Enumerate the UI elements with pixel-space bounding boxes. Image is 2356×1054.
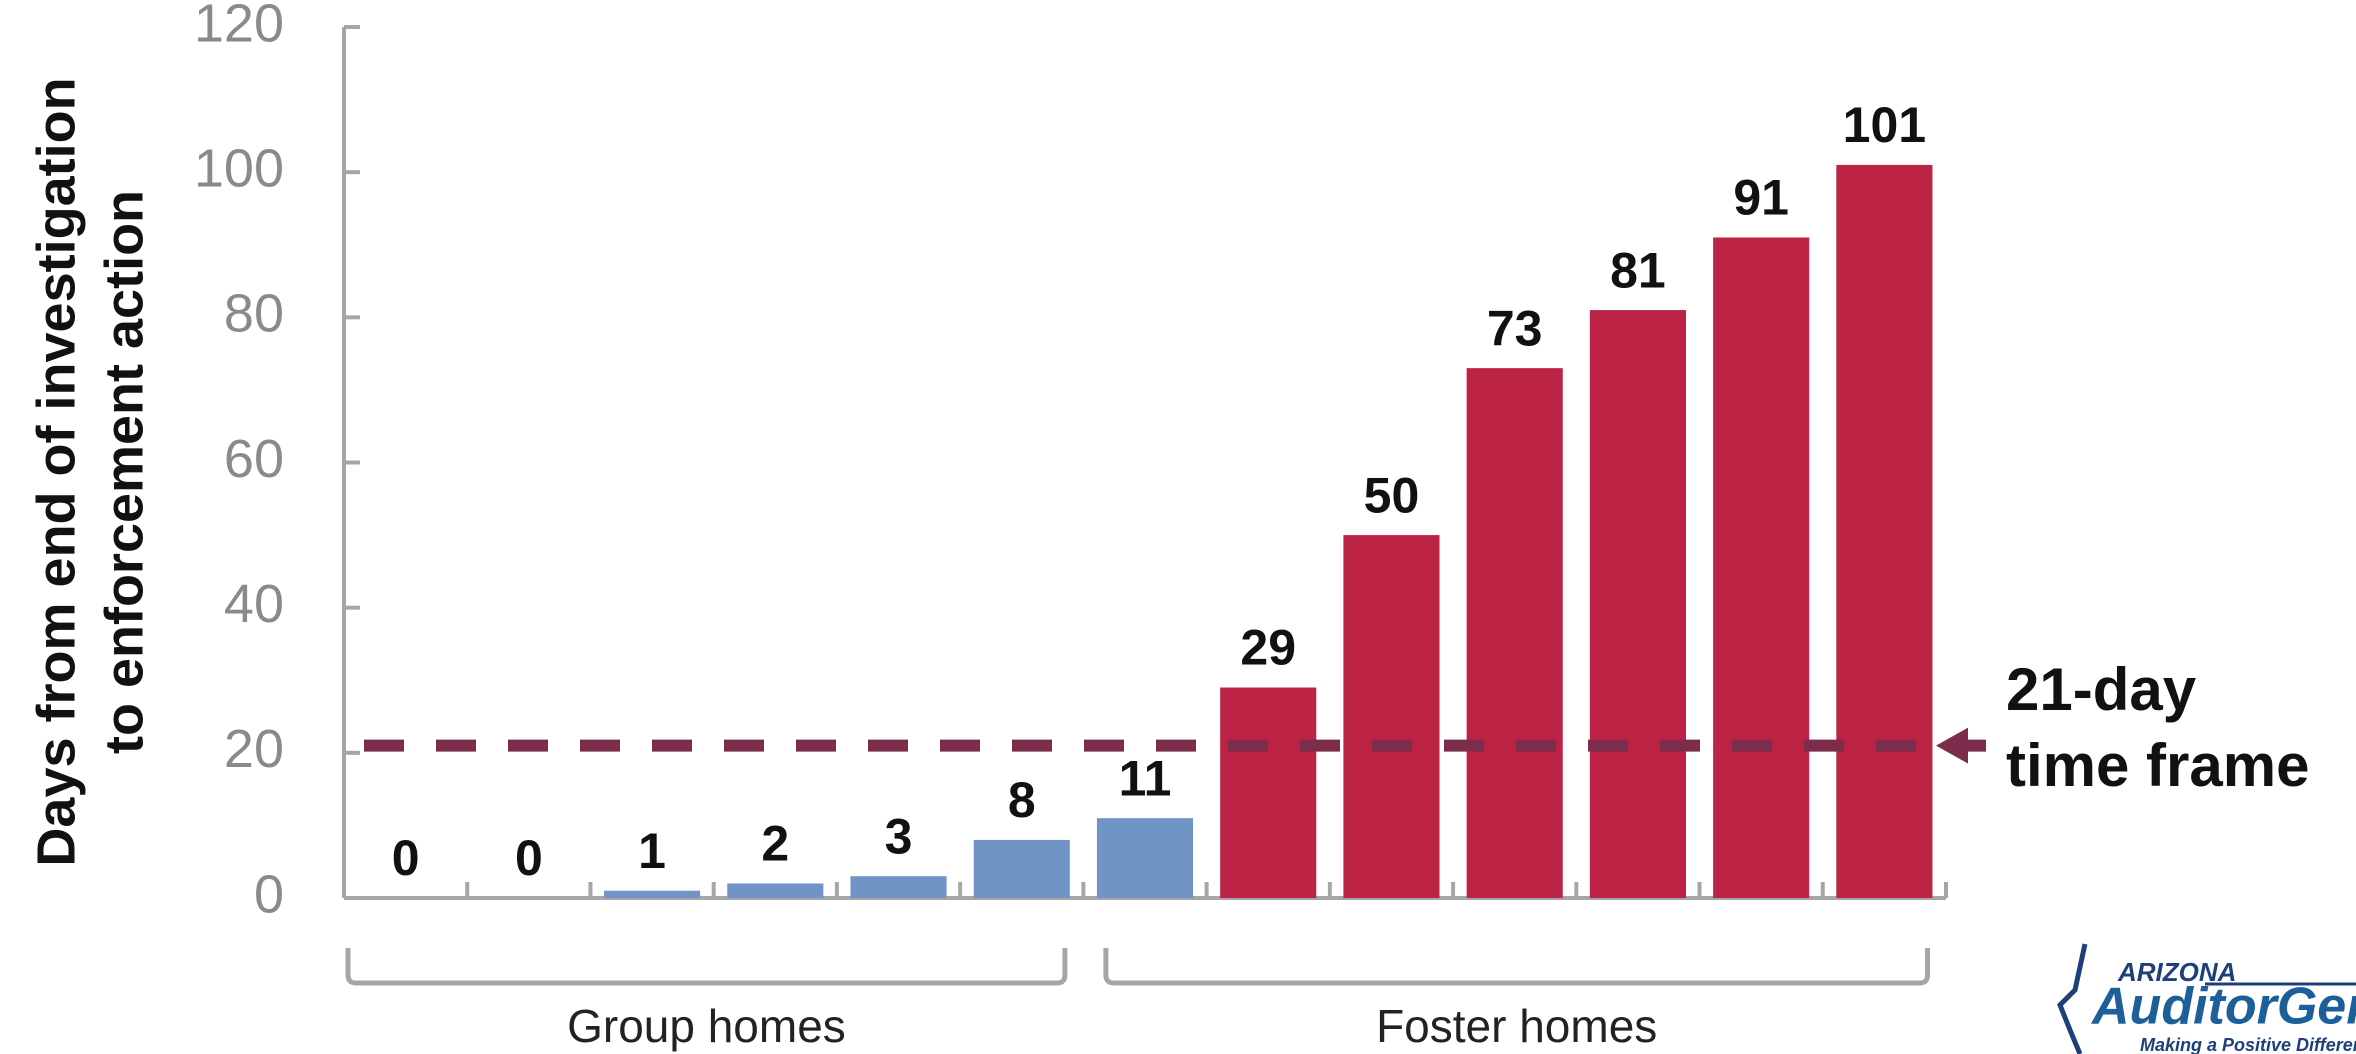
value-label: 73 xyxy=(1487,300,1543,356)
logo: ARIZONA AuditorGeneral Making a Positive… xyxy=(2057,943,2356,1054)
y-tick-label: 120 xyxy=(194,0,284,53)
value-label: 50 xyxy=(1364,467,1420,523)
bar xyxy=(1466,368,1563,898)
value-label: 1 xyxy=(638,823,666,879)
bar xyxy=(1096,818,1194,898)
y-tick-label: 0 xyxy=(254,864,284,924)
value-label: 8 xyxy=(1008,772,1036,828)
y-tick-label: 80 xyxy=(224,284,284,344)
reference-arrow xyxy=(1936,727,1986,764)
value-label: 0 xyxy=(515,830,543,886)
group-label: Foster homes xyxy=(1376,1000,1657,1052)
group-label: Group homes xyxy=(567,1000,846,1052)
annotation: 21-day xyxy=(2006,656,2197,723)
bar xyxy=(1713,237,1810,898)
value-label: 101 xyxy=(1843,97,1926,153)
y-tick-label: 20 xyxy=(224,719,284,779)
value-label: 2 xyxy=(761,816,789,872)
group-bracket xyxy=(1103,948,1931,986)
logo-name: AuditorGeneral xyxy=(2090,978,2356,1036)
logo-outline xyxy=(2057,943,2088,1054)
y-tick-label: 40 xyxy=(224,574,284,634)
bar xyxy=(1220,687,1317,898)
y-tick-label: 100 xyxy=(194,138,284,198)
y-tick-label: 60 xyxy=(224,429,284,489)
annotation: time frame xyxy=(2006,732,2309,799)
bar xyxy=(850,876,947,898)
group-bracket xyxy=(345,948,1068,986)
logo-tagline: Making a Positive Difference xyxy=(2140,1035,2356,1054)
bar xyxy=(1589,310,1686,898)
bar xyxy=(1836,164,1933,899)
logo-state: ARIZONA xyxy=(2117,957,2236,987)
y-axis-label: to enforcement action xyxy=(94,190,154,754)
value-label: 29 xyxy=(1240,620,1296,676)
bar xyxy=(727,883,824,898)
value-label: 91 xyxy=(1733,170,1789,226)
bar xyxy=(1343,535,1440,898)
value-label: 11 xyxy=(1119,750,1172,806)
bar xyxy=(973,839,1070,898)
value-label: 81 xyxy=(1610,242,1666,298)
y-axis-label: Days from end of investigation xyxy=(26,77,86,866)
bar xyxy=(604,890,701,898)
value-label: 0 xyxy=(392,830,420,886)
value-label: 3 xyxy=(885,808,913,864)
